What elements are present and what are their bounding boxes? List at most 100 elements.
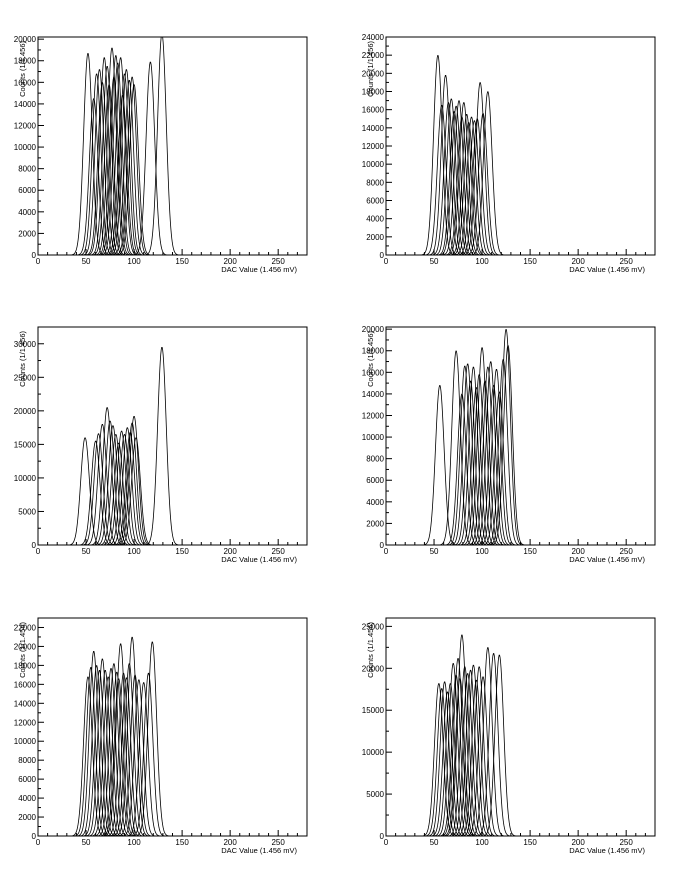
y-tick-label: 10000 [14,474,37,483]
x-axis-title: DAC Value (1.456 mV) [221,555,297,564]
x-tick-label: 50 [82,257,91,266]
y-axis-title: Counts (1/1.456) [366,41,375,97]
y-tick-label: 18000 [14,57,37,66]
peak-curve [74,651,114,836]
plot-frame [385,326,656,546]
x-tick-label: 0 [36,838,41,847]
peak-curve [479,654,519,836]
peak-curve [459,666,499,836]
x-tick-label: 250 [271,257,285,266]
x-tick-label: 250 [271,838,285,847]
peak-curve [82,658,122,836]
x-tick-label: 0 [384,547,389,556]
peak-curve [92,47,132,255]
y-tick-label: 6000 [366,197,384,206]
x-tick-label: 250 [619,257,633,266]
x-tick-label: 100 [127,838,141,847]
y-tick-label: 12000 [14,718,37,727]
y-axis-title: Counts (1/1.456) [18,622,27,678]
x-tick-label: 0 [36,257,41,266]
x-axis-title: DAC Value (1.456 mV) [569,555,645,564]
y-tick-label: 14000 [362,390,385,399]
peak-curves [418,55,508,255]
x-tick-label: 0 [384,257,389,266]
peak-curve [114,416,154,545]
y-tick-label: 25000 [14,373,37,382]
y-tick-label: 10000 [14,143,37,152]
x-tick-label: 150 [175,838,189,847]
peak-curves [420,329,528,545]
peak-curve [456,387,496,545]
y-tick-label: 6000 [366,476,384,485]
x-tick-label: 50 [430,547,439,556]
y-tick-label: 18000 [362,88,385,97]
y-tick-label: 0 [32,832,37,841]
peak-curve [101,57,141,255]
y-tick-label: 5000 [18,507,36,516]
y-tick-label: 8000 [366,455,384,464]
y-tick-label: 5000 [366,790,384,799]
x-tick-label: 100 [475,838,489,847]
y-axis-title: Counts (1/1.456) [366,622,375,678]
peak-curve [130,61,170,255]
peak-curve [449,122,489,255]
x-tick-label: 200 [571,547,585,556]
peak-curves [68,636,172,836]
y-tick-label: 0 [380,832,385,841]
histogram-panel-5: 0 50 100 150 200 250 0 2000 4000 6000 8000 10000 120… [14,617,308,855]
peak-curve [486,329,526,545]
peak-curve [109,663,149,836]
peak-curve [85,669,125,836]
peak-curve [129,672,168,836]
peak-curve [96,434,136,545]
peak-curve [471,361,511,545]
peak-curve [84,57,124,255]
y-tick-label: 2000 [18,813,36,822]
peak-curve [474,385,514,545]
peak-curve [124,682,164,836]
y-tick-label: 8000 [18,756,36,765]
x-tick-label: 200 [223,838,237,847]
peak-curve [468,366,508,545]
peak-curve [116,437,156,545]
peak-curve [115,674,155,836]
x-tick-label: 250 [619,838,633,847]
x-tick-label: 50 [430,838,439,847]
peak-curves [68,37,182,255]
peak-curve [80,69,119,255]
plot-frame [37,36,308,256]
x-tick-label: 200 [223,257,237,266]
peak-curve [483,359,523,545]
x-tick-label: 200 [223,547,237,556]
y-tick-label: 4000 [366,498,384,507]
peak-curve [99,678,139,836]
y-tick-label: 16000 [14,680,37,689]
peak-curve [474,653,514,836]
y-tick-label: 18000 [362,347,385,356]
y-tick-label: 0 [32,541,37,550]
x-axis-title: DAC Value (1.456 mV) [569,265,645,274]
y-tick-label: 16000 [362,368,385,377]
peak-curve [112,422,152,545]
peak-curve [479,391,519,545]
peak-curve [444,102,484,255]
y-tick-label: 10000 [362,433,385,442]
x-tick-label: 150 [523,838,537,847]
x-tick-label: 100 [127,257,141,266]
peak-curve [101,643,141,836]
y-tick-label: 12000 [362,411,385,420]
y-tick-label: 15000 [14,440,37,449]
peak-curve [93,425,133,545]
x-tick-label: 200 [571,838,585,847]
peak-curve [436,105,476,255]
peak-curve [438,658,478,836]
y-tick-label: 16000 [14,78,37,87]
peak-curve [422,104,462,255]
plot-frame [385,36,656,256]
y-tick-label: 20000 [362,69,385,78]
peak-curve [102,430,142,545]
x-tick-label: 250 [619,547,633,556]
y-tick-label: 20000 [14,35,37,44]
y-tick-label: 20000 [362,325,385,334]
